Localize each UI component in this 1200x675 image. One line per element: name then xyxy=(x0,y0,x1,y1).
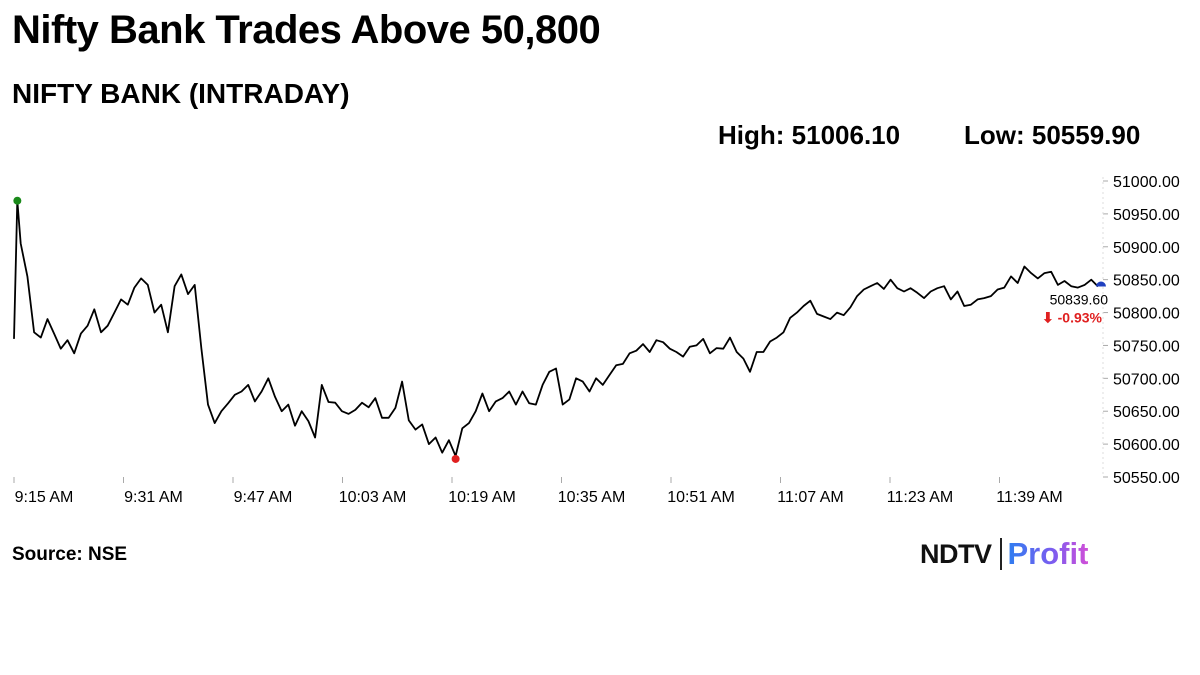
high-marker xyxy=(13,196,22,205)
x-tick-label: 9:15 AM xyxy=(15,489,74,506)
y-tick-label: 50850.00 xyxy=(1113,273,1180,290)
x-axis: 9:15 AM 9:31 AM 9:47 AM 10:03 AM 10:19 AM 10:… xyxy=(13,477,1063,506)
x-tick-label: 11:39 AM xyxy=(996,489,1062,506)
x-tick-label: 10:35 AM xyxy=(558,489,626,506)
logo-ndtv-text: NDTV xyxy=(920,538,992,569)
y-tick-label: 50900.00 xyxy=(1113,240,1180,257)
last-price-marker xyxy=(1096,281,1106,287)
logo-divider xyxy=(999,538,1002,570)
y-tick-label: 50650.00 xyxy=(1113,404,1180,421)
x-tick-label: 10:19 AM xyxy=(448,489,516,506)
x-tick-label: 10:03 AM xyxy=(339,489,407,506)
x-tick-label: 11:07 AM xyxy=(777,489,843,506)
source-note: Source: NSE xyxy=(12,544,128,565)
chart-subtitle: NIFTY BANK (INTRADAY) xyxy=(12,78,350,109)
y-tick-label: 50600.00 xyxy=(1113,437,1180,454)
y-tick-label: 50550.00 xyxy=(1113,470,1180,487)
y-axis: 50550.00 50600.00 50650.00 50700.00 50750.00… xyxy=(1102,174,1180,487)
y-tick-label: 50750.00 xyxy=(1113,338,1180,355)
y-tick-label: 50950.00 xyxy=(1113,207,1180,224)
low-stat: Low: 50559.90 xyxy=(964,120,1141,150)
y-tick-label: 50800.00 xyxy=(1113,306,1180,323)
low-marker xyxy=(451,454,460,463)
logo-profit-text: Profit xyxy=(1007,536,1089,571)
headline: Nifty Bank Trades Above 50,800 xyxy=(12,8,601,52)
y-tick-label: 51000.00 xyxy=(1113,174,1180,191)
ndtv-profit-logo: NDTV Profit xyxy=(920,534,1088,574)
change-label: ⬇ -0.93% xyxy=(1042,310,1103,326)
x-tick-label: 9:47 AM xyxy=(234,489,293,506)
price-line xyxy=(13,199,1099,457)
y-tick-label: 50700.00 xyxy=(1113,371,1180,388)
intraday-line-chart: 50550.00 50600.00 50650.00 50700.00 50750.00… xyxy=(13,174,1180,506)
last-value-label: 50839.60 xyxy=(1050,292,1109,308)
x-tick-label: 11:23 AM xyxy=(887,489,953,506)
x-tick-label: 10:51 AM xyxy=(667,489,735,506)
x-tick-label: 9:31 AM xyxy=(124,489,183,506)
high-stat: High: 51006.10 xyxy=(718,120,901,150)
